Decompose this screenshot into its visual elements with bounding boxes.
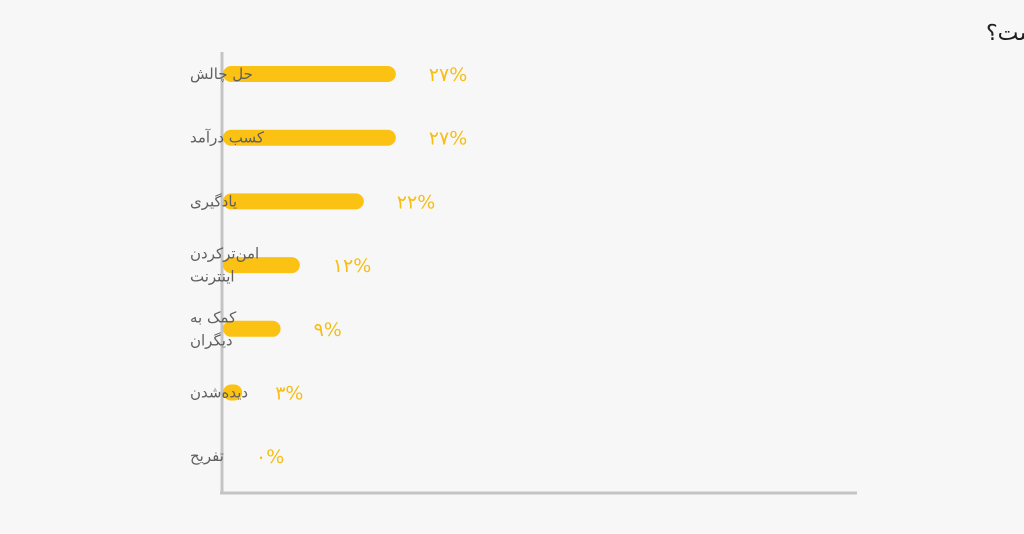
category-label: دیده‌شدن <box>190 384 248 402</box>
value-label: ۹% <box>314 319 342 341</box>
bars-layer: ۲۷% حل چالش ۲۷% کسب درآمد ۲۲% یادگیری ۱۲% امن‌ت… <box>190 64 467 468</box>
category-label: اینترنت <box>190 268 235 286</box>
bar <box>223 257 300 274</box>
value-label: ۳% <box>275 383 303 405</box>
bar <box>223 66 396 82</box>
bar <box>223 129 396 146</box>
category-label: امن‌ترکردن <box>190 245 259 263</box>
category-label: کمک به <box>190 308 237 326</box>
category-label: یادگیری <box>190 192 237 210</box>
value-label: ۲۲% <box>397 191 435 213</box>
bar <box>223 384 243 401</box>
category-label: حل چالش <box>190 65 253 83</box>
bar <box>223 193 364 210</box>
category-label: تفریح <box>190 447 224 465</box>
value-label: ۰% <box>256 446 284 468</box>
value-label: ۲۷% <box>429 64 467 86</box>
chart-title: انگیزه‌ات از هک‌کردن چیست؟ <box>986 20 1024 46</box>
bar <box>223 320 281 337</box>
category-label: دیگران <box>190 331 233 349</box>
value-label: ۲۷% <box>429 128 467 150</box>
value-label: ۱۲% <box>333 255 371 277</box>
category-label: کسب درآمد <box>190 129 265 147</box>
